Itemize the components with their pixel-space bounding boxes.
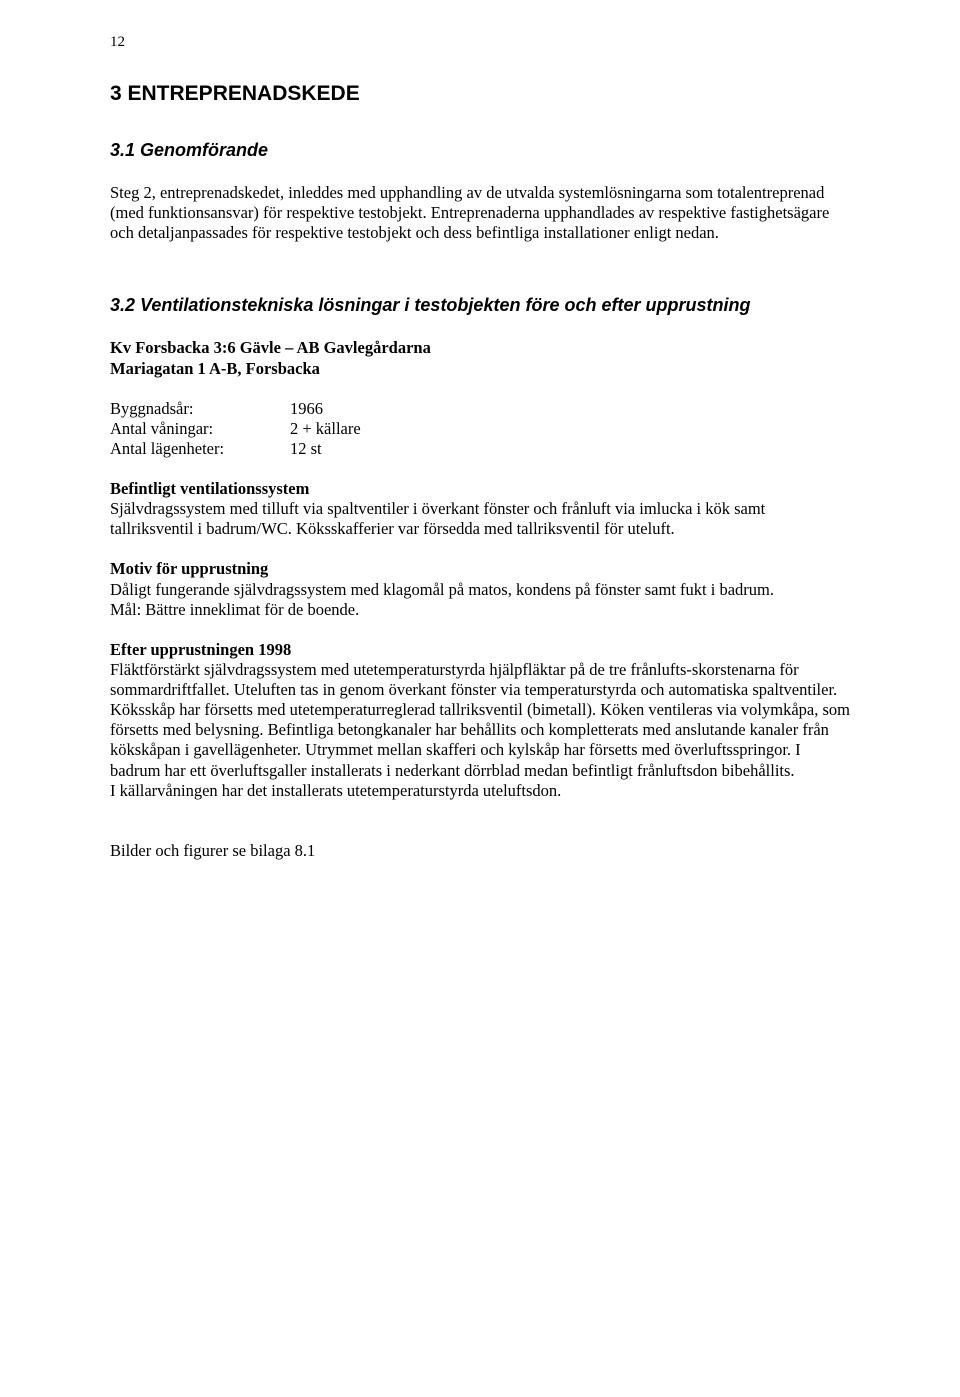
object-title: Kv Forsbacka 3:6 Gävle – AB Gavlegårdarn… [110,338,850,358]
spec-value-lagenheter: 12 st [290,439,322,459]
object-subtitle: Mariagatan 1 A-B, Forsbacka [110,359,850,379]
page-number: 12 [110,34,125,51]
section-3-2-heading: 3.2 Ventilationstekniska lösningar i tes… [110,295,850,316]
bilaga-reference: Bilder och figurer se bilaga 8.1 [110,841,850,861]
section-3-1-heading: 3.1 Genomförande [110,140,850,161]
befintligt-title: Befintligt ventilationssystem [110,479,850,499]
motiv-text-1: Dåligt fungerande självdragssystem med k… [110,580,850,600]
spec-value-byggnadsar: 1966 [290,399,323,419]
document-page: 12 3 ENTREPRENADSKEDE 3.1 Genomförande S… [0,0,960,1397]
efter-text-1: Fläktförstärkt självdragssystem med utet… [110,660,850,781]
motiv-title: Motiv för upprustning [110,559,850,579]
spec-row-byggnadsar: Byggnadsår: 1966 [110,399,850,419]
spec-row-vaningar: Antal våningar: 2 + källare [110,419,850,439]
spec-label-byggnadsar: Byggnadsår: [110,399,290,419]
motiv-text-2: Mål: Bättre inneklimat för de boende. [110,600,850,620]
efter-text-2: I källarvåningen har det installerats ut… [110,781,850,801]
spec-label-lagenheter: Antal lägenheter: [110,439,290,459]
spacer [110,379,850,399]
spec-label-vaningar: Antal våningar: [110,419,290,439]
section-3-1-paragraph: Steg 2, entreprenadskedet, inleddes med … [110,183,850,243]
efter-title: Efter upprustningen 1998 [110,640,850,660]
spacer [110,821,850,841]
spacer [110,263,850,295]
befintligt-text: Självdragssystem med tilluft via spaltve… [110,499,850,539]
spec-value-vaningar: 2 + källare [290,419,361,439]
spacer [110,459,850,479]
spec-row-lagenheter: Antal lägenheter: 12 st [110,439,850,459]
section-3-heading: 3 ENTREPRENADSKEDE [110,82,850,106]
